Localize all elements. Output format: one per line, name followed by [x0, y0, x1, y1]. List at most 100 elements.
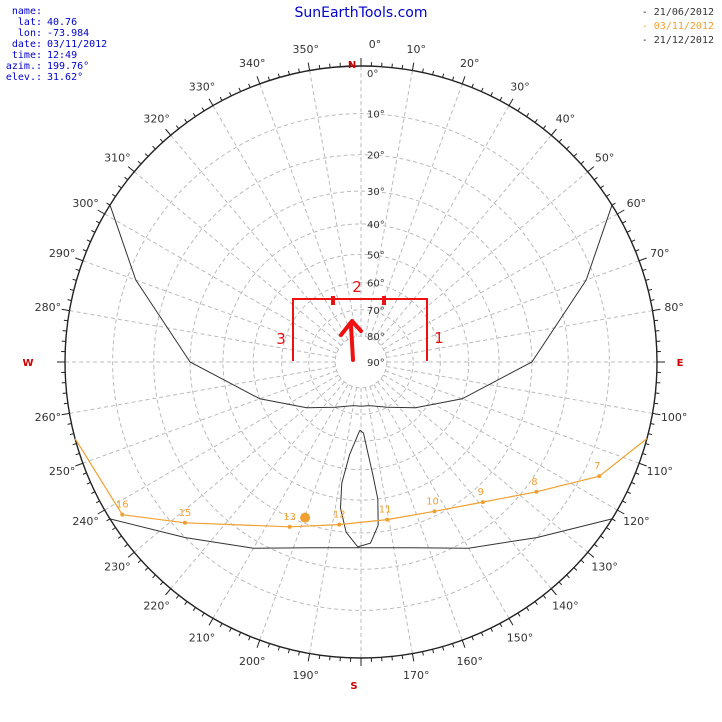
- info-row-lon: lon: -73.984: [4, 28, 107, 39]
- info-value: -73.984: [47, 28, 90, 39]
- azimuth-tick: [635, 249, 640, 252]
- azimuth-tick: [298, 651, 300, 656]
- sun-path-21-12-2012-line: [109, 518, 613, 549]
- azimuth-tick: [480, 632, 484, 637]
- info-key: name:: [11, 6, 42, 17]
- azimuth-tick: [542, 125, 547, 130]
- elevation-label: 80°: [367, 332, 385, 343]
- azimuth-tick: [144, 567, 149, 571]
- elevation-label: 10°: [367, 110, 385, 121]
- azimuth-tick: [69, 433, 74, 436]
- azimuth-label: 330°: [189, 81, 216, 94]
- analemma-line: [339, 429, 379, 548]
- azimuth-tick: [75, 268, 80, 272]
- azimuth-tick: [127, 551, 135, 558]
- azimuth-tick: [606, 527, 610, 531]
- azimuth-gridline: [365, 70, 413, 337]
- azimuth-tick: [401, 64, 404, 69]
- azimuth-tick: [95, 220, 100, 224]
- azimuth-gridline: [383, 374, 618, 511]
- azimuth-label: 220°: [143, 600, 170, 613]
- azimuth-gridline: [369, 386, 463, 641]
- azimuth-tick: [442, 646, 445, 651]
- azimuth-tick: [192, 607, 196, 611]
- azimuth-tick: [635, 472, 640, 475]
- azimuth-tick: [307, 62, 311, 71]
- azimuth-tick: [451, 76, 455, 81]
- azimuth-tick: [650, 299, 655, 301]
- info-value: 40.76: [47, 17, 78, 28]
- azimuth-tick: [499, 623, 503, 628]
- azimuth-label: 170°: [403, 669, 430, 682]
- azimuth-tick: [201, 612, 205, 617]
- azimuth-tick: [277, 646, 280, 651]
- azimuth-gridline: [170, 381, 345, 590]
- azimuth-tick: [526, 607, 530, 611]
- sun-path-21-06-2012-line: [109, 204, 613, 409]
- info-value: 199.76°: [47, 61, 90, 72]
- azimuth-tick: [137, 559, 142, 564]
- info-key: elev.:: [5, 72, 42, 83]
- info-value: 12:49: [47, 50, 78, 61]
- azimuth-tick: [631, 239, 636, 243]
- azimuth-tick: [184, 601, 188, 605]
- azimuth-tick: [219, 623, 223, 628]
- azimuth-gridline: [104, 374, 339, 511]
- elevation-gridline: [153, 154, 569, 570]
- azimuth-tick: [137, 160, 142, 165]
- azimuth-label: 250°: [49, 465, 76, 478]
- azimuth-tick: [95, 500, 100, 504]
- azimuth-tick: [526, 113, 530, 117]
- hour-point: [337, 522, 342, 527]
- azimuth-gridline: [385, 370, 640, 464]
- azimuth-tick: [432, 649, 435, 654]
- azimuth-tick: [534, 601, 538, 605]
- azimuth-tick: [508, 618, 514, 626]
- azimuth-label: 0°: [369, 38, 382, 51]
- info-row-lat: lat: 40.76: [4, 17, 107, 28]
- azimuth-tick: [152, 574, 156, 579]
- legend-item-03-11: - 03/11/2012: [641, 21, 714, 32]
- azimuth-label: 230°: [104, 560, 131, 573]
- azimuth-gridline: [386, 366, 653, 414]
- azimuth-tick: [159, 138, 164, 143]
- azimuth-tick: [461, 639, 466, 648]
- azimuth-tick: [165, 588, 172, 596]
- azimuth-tick: [622, 220, 627, 224]
- azimuth-tick: [61, 308, 70, 312]
- hour-point: [597, 474, 602, 479]
- azimuth-tick: [287, 649, 290, 654]
- info-key: time:: [11, 50, 42, 61]
- azimuth-tick: [422, 68, 424, 73]
- azimuth-tick: [642, 452, 647, 456]
- azimuth-label: 310°: [104, 152, 131, 165]
- azimuth-tick: [159, 581, 164, 586]
- azimuth-tick: [517, 107, 521, 112]
- azimuth-tick: [606, 193, 610, 197]
- azimuth-tick: [144, 153, 149, 157]
- azimuth-tick: [638, 257, 647, 262]
- azimuth-tick: [587, 551, 595, 558]
- azimuth-tick: [648, 433, 653, 436]
- hour-label: 7: [594, 461, 600, 472]
- azimuth-gridline: [170, 134, 345, 343]
- azimuth-label: 300°: [72, 197, 99, 210]
- azimuth-tick: [124, 176, 129, 181]
- elevation-label: 0°: [367, 69, 378, 80]
- elevation-label: 30°: [367, 187, 385, 198]
- azimuth-tick: [566, 145, 570, 150]
- azimuth-tick: [534, 119, 538, 123]
- azimuth-tick: [75, 452, 80, 456]
- azimuth-gridline: [369, 83, 463, 338]
- hour-point: [120, 512, 125, 517]
- azimuth-gridline: [69, 366, 336, 414]
- azimuth-label: 260°: [35, 411, 62, 424]
- azimuth-tick: [86, 481, 91, 485]
- azimuth-label: 30°: [510, 81, 530, 94]
- azimuth-gridline: [309, 70, 357, 337]
- azimuth-gridline: [82, 370, 337, 464]
- info-key: date:: [11, 39, 42, 50]
- azimuth-label: 240°: [72, 515, 99, 528]
- azimuth-tick: [593, 176, 598, 181]
- annotation-label-1: 1: [434, 329, 444, 347]
